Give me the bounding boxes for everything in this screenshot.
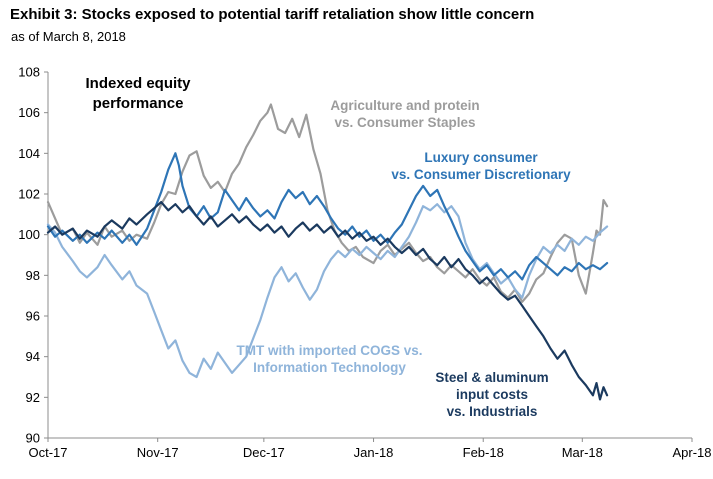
- exhibit-subtitle: as of March 8, 2018: [11, 29, 126, 44]
- exhibit-title: Exhibit 3: Stocks exposed to potential t…: [10, 6, 535, 23]
- annotation-line: Agriculture and protein: [330, 98, 480, 113]
- annotation-steel-series-label: Steel & aluminum input costs vs. Industr…: [408, 370, 576, 421]
- annotation-line: input costs: [455, 386, 528, 402]
- chart-plot: 90 92 94 96 98 100 102 104 106 108 Oct-17 Nov-17 Dec…: [18, 65, 711, 461]
- annotation-indexed-equity-performance: Indexed equity performance: [58, 74, 218, 113]
- series-line-luxury: [46, 152, 609, 281]
- x-tick-label: Mar-18: [562, 445, 603, 460]
- annotation-agriculture-series-label: Agriculture and protein vs. Consumer Sta…: [300, 98, 510, 132]
- y-tick-label: 94: [26, 349, 40, 364]
- series-line-agriculture: [46, 103, 609, 303]
- x-tick-label: Feb-18: [463, 445, 504, 460]
- x-tick-label: Oct-17: [28, 445, 67, 460]
- y-tick-label: 102: [18, 187, 40, 202]
- annotation-line: vs. Industrials: [446, 403, 538, 419]
- y-tick-label: 96: [26, 309, 40, 324]
- annotation-line: performance: [92, 94, 184, 112]
- annotation-line: Information Technology: [253, 359, 406, 375]
- annotation-line: Indexed equity: [85, 75, 191, 92]
- annotation-line: Luxury consumer: [424, 150, 538, 165]
- x-tick-label: Nov-17: [137, 445, 179, 460]
- annotation-luxury-series-label: Luxury consumer vs. Consumer Discretiona…: [372, 150, 590, 184]
- y-tick-label: 90: [26, 431, 40, 446]
- series-line-tmt: [46, 203, 609, 379]
- y-tick-label: 106: [18, 105, 40, 120]
- annotation-line: vs. Consumer Staples: [334, 114, 476, 130]
- y-tick-label: 104: [18, 146, 40, 161]
- y-tick-label: 100: [18, 227, 40, 242]
- annotation-tmt-series-label: TMT with imported COGS vs. Information T…: [222, 343, 437, 377]
- annotation-line: vs. Consumer Discretionary: [391, 166, 571, 182]
- x-tick-label: Jan-18: [354, 445, 394, 460]
- annotation-line: Steel & aluminum: [435, 370, 549, 385]
- y-tick-label: 92: [26, 390, 40, 405]
- chart-container: 90 92 94 96 98 100 102 104 106 108 Oct-17 Nov-17 Dec…: [0, 58, 713, 479]
- annotation-line: TMT with imported COGS vs.: [236, 343, 423, 358]
- x-tick-label: Apr-18: [672, 445, 711, 460]
- series-line-steel: [46, 201, 609, 401]
- y-tick-label: 98: [26, 268, 40, 283]
- x-tick-label: Dec-17: [243, 445, 285, 460]
- y-tick-label: 108: [18, 65, 40, 80]
